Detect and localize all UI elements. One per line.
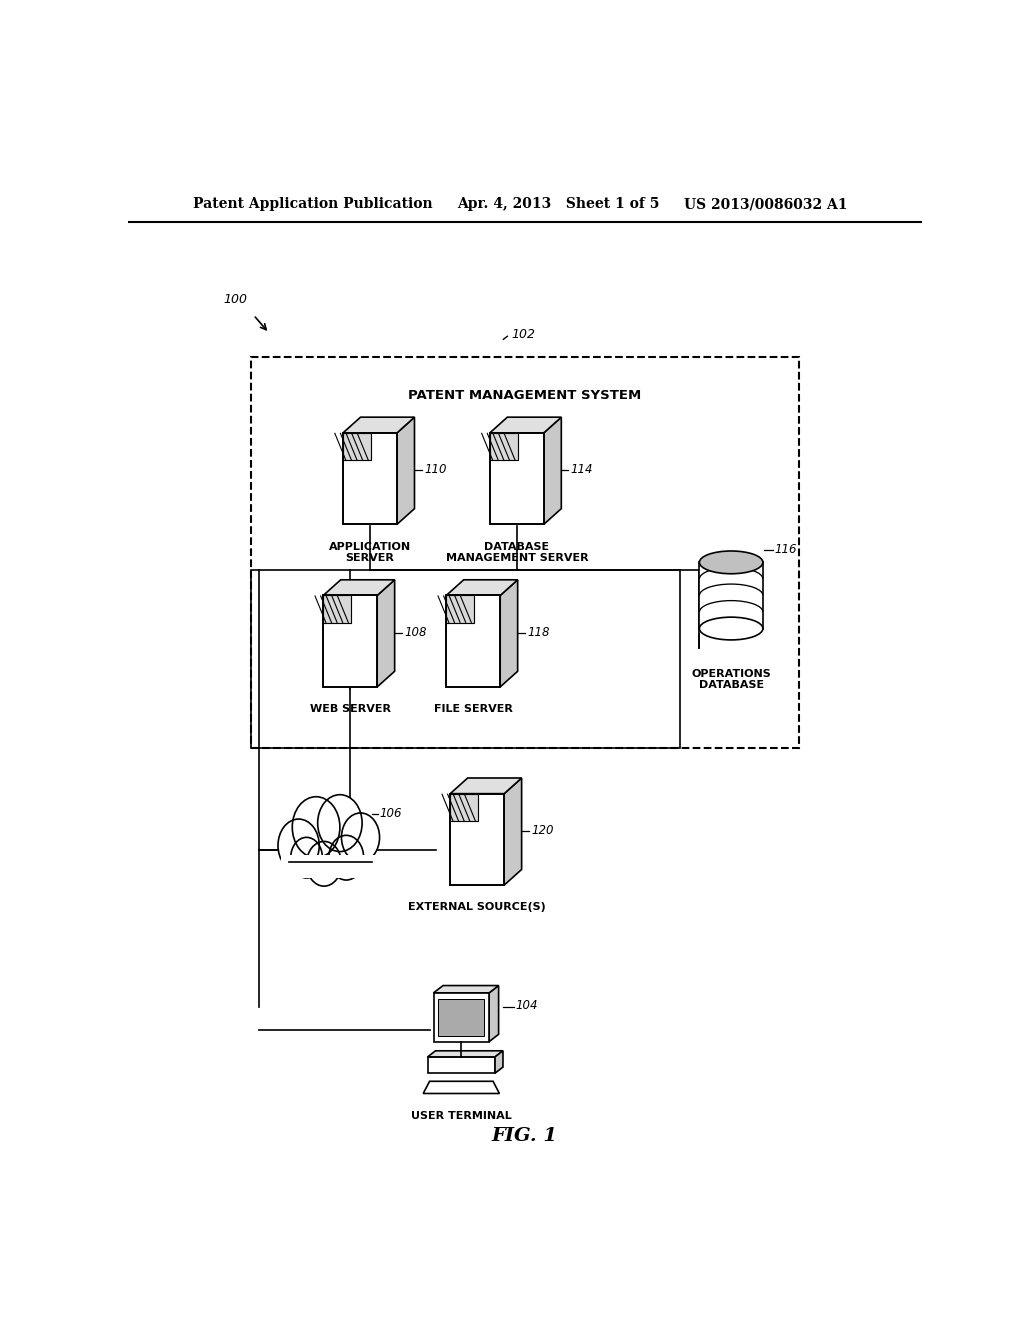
Bar bbox=[251, 570, 680, 748]
Text: 108: 108 bbox=[404, 626, 427, 639]
Polygon shape bbox=[433, 986, 499, 993]
Circle shape bbox=[341, 813, 380, 862]
Polygon shape bbox=[282, 854, 380, 878]
Polygon shape bbox=[324, 595, 351, 623]
Bar bbox=[251, 356, 799, 748]
Ellipse shape bbox=[699, 550, 763, 574]
Polygon shape bbox=[489, 433, 544, 524]
Text: 104: 104 bbox=[515, 999, 538, 1012]
Polygon shape bbox=[451, 777, 521, 793]
Text: FILE SERVER: FILE SERVER bbox=[434, 704, 513, 714]
Text: OPERATIONS
DATABASE: OPERATIONS DATABASE bbox=[691, 669, 771, 690]
Polygon shape bbox=[428, 1051, 503, 1057]
Polygon shape bbox=[428, 1057, 495, 1073]
Text: Patent Application Publication: Patent Application Publication bbox=[194, 197, 433, 211]
Polygon shape bbox=[489, 433, 518, 461]
Polygon shape bbox=[544, 417, 561, 524]
Text: US 2013/0086032 A1: US 2013/0086032 A1 bbox=[684, 197, 847, 211]
Polygon shape bbox=[433, 993, 489, 1041]
Text: APPLICATION
SERVER: APPLICATION SERVER bbox=[329, 541, 411, 564]
Circle shape bbox=[317, 795, 362, 851]
Text: 102: 102 bbox=[511, 329, 536, 342]
Polygon shape bbox=[451, 793, 504, 886]
Circle shape bbox=[278, 818, 319, 873]
Circle shape bbox=[329, 836, 364, 880]
Polygon shape bbox=[324, 595, 377, 686]
Text: FIG. 1: FIG. 1 bbox=[492, 1127, 558, 1146]
Text: NETWORK: NETWORK bbox=[299, 846, 362, 857]
Text: USER TERMINAL: USER TERMINAL bbox=[411, 1110, 512, 1121]
Polygon shape bbox=[397, 417, 415, 524]
Polygon shape bbox=[343, 417, 415, 433]
Polygon shape bbox=[446, 595, 474, 623]
Polygon shape bbox=[343, 433, 397, 524]
Polygon shape bbox=[377, 579, 394, 686]
Polygon shape bbox=[495, 1051, 503, 1073]
Polygon shape bbox=[343, 433, 371, 461]
Polygon shape bbox=[324, 579, 394, 595]
Text: DATABASE
MANAGEMENT SERVER: DATABASE MANAGEMENT SERVER bbox=[445, 541, 588, 564]
Polygon shape bbox=[423, 1081, 500, 1093]
Text: 100: 100 bbox=[223, 293, 247, 306]
Text: 114: 114 bbox=[570, 463, 593, 477]
Text: 106: 106 bbox=[380, 807, 402, 820]
Text: 116: 116 bbox=[775, 543, 798, 556]
Ellipse shape bbox=[699, 618, 763, 640]
Circle shape bbox=[306, 841, 341, 886]
Polygon shape bbox=[446, 595, 500, 686]
Text: 120: 120 bbox=[531, 824, 554, 837]
Polygon shape bbox=[489, 417, 561, 433]
Polygon shape bbox=[504, 777, 521, 886]
Polygon shape bbox=[699, 562, 763, 628]
Text: EXTERNAL SOURCE(S): EXTERNAL SOURCE(S) bbox=[409, 903, 546, 912]
Polygon shape bbox=[446, 579, 518, 595]
Polygon shape bbox=[451, 793, 478, 821]
Polygon shape bbox=[500, 579, 518, 686]
Circle shape bbox=[292, 797, 340, 858]
Polygon shape bbox=[438, 999, 484, 1036]
Text: 110: 110 bbox=[424, 463, 446, 477]
Text: Apr. 4, 2013   Sheet 1 of 5: Apr. 4, 2013 Sheet 1 of 5 bbox=[458, 197, 659, 211]
Polygon shape bbox=[489, 986, 499, 1041]
Text: PATENT MANAGEMENT SYSTEM: PATENT MANAGEMENT SYSTEM bbox=[409, 388, 641, 401]
Circle shape bbox=[291, 837, 323, 878]
Text: 118: 118 bbox=[527, 626, 550, 639]
Text: WEB SERVER: WEB SERVER bbox=[309, 704, 391, 714]
